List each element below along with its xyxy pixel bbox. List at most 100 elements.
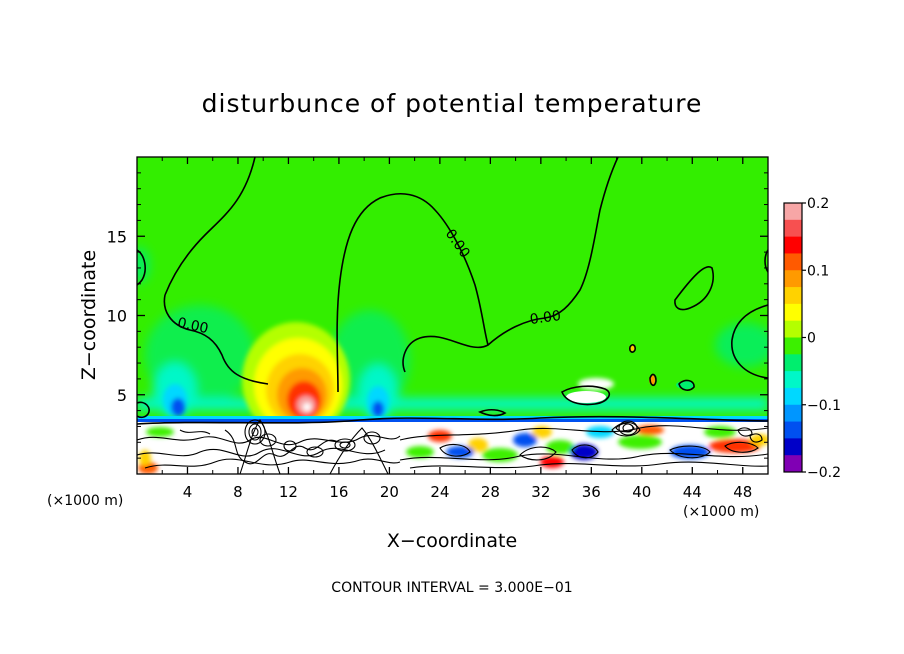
contour-patch (478, 408, 507, 417)
red-patch (709, 439, 761, 453)
clutter-line (179, 429, 211, 435)
contour-left-patch (137, 401, 150, 419)
colorbar-swatch (784, 371, 802, 389)
x-axis-ticks: 4 8 12 16 20 24 28 32 36 40 44 48 (161, 157, 752, 501)
light-green-lobe (715, 323, 768, 367)
x-tick-label: 36 (582, 483, 601, 501)
ring (251, 427, 259, 437)
zero-contour-left (164, 157, 256, 296)
ring (363, 431, 381, 445)
y-tick-label: 10 (107, 307, 127, 326)
contour-patch (678, 379, 695, 391)
contour-patch (561, 385, 611, 406)
colorbar-swatch (784, 455, 802, 473)
ring (622, 423, 634, 433)
green-patch (146, 427, 174, 437)
yellow-patch (750, 434, 768, 446)
dense-rings (244, 419, 638, 458)
x-tick-label: 28 (481, 483, 500, 501)
green-patch (618, 435, 662, 449)
interface-blue-line (137, 419, 768, 422)
ring (283, 440, 297, 452)
clutter-line (669, 445, 711, 459)
contour-right-lobe (674, 266, 714, 311)
red-patch (428, 430, 452, 442)
contour-patch (649, 373, 657, 387)
clutter-line (137, 435, 401, 446)
colorbar-swatch (784, 253, 802, 271)
colorbar: 0.2 0.1 0 −0.1 −0.2 (783, 196, 841, 481)
blue-patch (513, 433, 537, 447)
clutter-line (519, 446, 557, 461)
x-tick-label: 8 (233, 483, 243, 501)
colorbar-swatch (784, 203, 802, 221)
clutter-line (737, 427, 753, 437)
x-tick-label: 48 (733, 483, 752, 501)
cold-patch-core (171, 398, 185, 416)
green-patch (704, 426, 736, 438)
y-tick-label: 15 (107, 227, 127, 246)
clutter-line (749, 433, 763, 443)
clutter-line (144, 458, 401, 469)
zero-contour-right (487, 157, 619, 346)
colorbar-swatch (784, 236, 802, 254)
x-tick-label: 44 (683, 483, 702, 501)
x-tick-label: 32 (531, 483, 550, 501)
clutter-line (329, 427, 389, 474)
colorbar-swatch (784, 287, 802, 305)
green-patch (406, 446, 434, 458)
yellow-patch (468, 438, 488, 452)
colorbar-swatch (784, 320, 802, 338)
colorbar-swatch (784, 404, 802, 423)
contour-label: 0.00 (176, 315, 210, 337)
cold-patch-core (372, 401, 384, 417)
ring (306, 446, 324, 458)
colorbar-swatch (784, 219, 802, 238)
clutter-line (239, 419, 281, 474)
contour-interface (137, 415, 768, 425)
x-unit-right: (×1000 m) (683, 504, 759, 520)
interface-cyan-line (137, 416, 768, 419)
ring (248, 423, 262, 441)
plot-area (137, 157, 768, 474)
ring (259, 433, 277, 447)
x-tick-label: 4 (183, 483, 193, 501)
zero-contour-left-lower (163, 294, 269, 385)
colorbar-swatch (784, 438, 802, 456)
contour-label: 0.00 (529, 308, 562, 328)
x-tick-label: 40 (632, 483, 651, 501)
color-field (137, 247, 768, 474)
colorbar-swatch (784, 303, 802, 322)
clutter-line (224, 429, 339, 465)
x-axis-label: X−coordinate (387, 530, 517, 552)
colorbar-tick-label: −0.1 (807, 398, 841, 414)
y-axis-ticks: 5 10 15 (107, 172, 768, 459)
x-tick-label: 24 (430, 483, 449, 501)
clutter-line (615, 422, 635, 433)
small-patch (566, 391, 606, 403)
x-unit-left: (×1000 m) (47, 493, 123, 509)
green-patch (546, 440, 574, 454)
x-tick-label: 12 (279, 483, 298, 501)
colorbar-tick-label: 0.1 (807, 263, 829, 279)
contour-far-right (731, 304, 768, 379)
clutter-line (399, 425, 768, 441)
ring (244, 419, 266, 445)
yellow-patch (532, 426, 552, 438)
red-patch (540, 456, 564, 468)
colorbar-tick-label: 0.2 (807, 196, 829, 212)
y-axis-label: Z−coordinate (78, 250, 100, 380)
x-tick-label: 16 (329, 483, 348, 501)
colorbar-tick-label: −0.2 (807, 465, 841, 481)
colorbar-tick-label: 0 (807, 331, 816, 347)
warm-core-white (303, 403, 311, 411)
x-tick-label: 20 (380, 483, 399, 501)
clutter-line (439, 443, 471, 457)
boundary-contours (137, 419, 768, 474)
footer-text: CONTOUR INTERVAL = 3.000E−01 (331, 580, 572, 596)
clutter-line (409, 461, 768, 469)
clutter-line (724, 441, 759, 453)
chart-title: disturbunce of potential temperature (202, 89, 703, 118)
ring (339, 441, 351, 449)
red-patch (578, 378, 614, 390)
